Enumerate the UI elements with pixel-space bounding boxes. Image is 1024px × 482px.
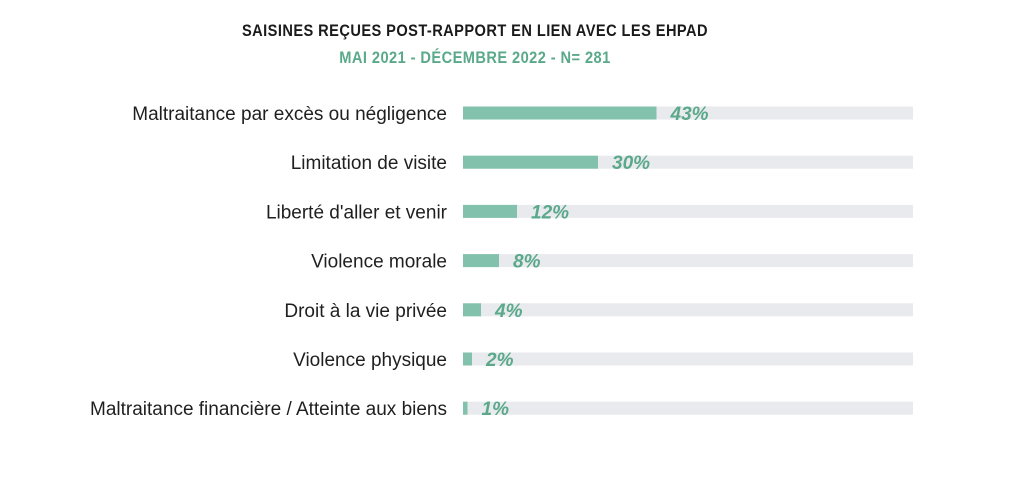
- data-label: 4%: [494, 301, 523, 322]
- bar-track: [463, 254, 913, 268]
- bar: [463, 106, 657, 120]
- data-label: 8%: [513, 252, 541, 273]
- data-label: 30%: [612, 153, 650, 174]
- bar-track: [463, 401, 913, 415]
- bar: [463, 155, 598, 169]
- data-label: 43%: [670, 104, 709, 125]
- category-label: Liberté d'aller et venir: [266, 202, 448, 223]
- bar: [463, 352, 472, 366]
- bar-track: [463, 352, 913, 366]
- data-label: 12%: [531, 202, 569, 223]
- category-label: Violence physique: [293, 350, 447, 371]
- data-label: 2%: [485, 350, 514, 371]
- data-label: 1%: [482, 399, 510, 420]
- category-label: Maltraitance financière / Atteinte aux b…: [90, 399, 447, 420]
- chart-title: SAISINES REÇUES POST-RAPPORT EN LIEN AVE…: [241, 21, 709, 40]
- category-label: Limitation de visite: [291, 153, 447, 174]
- category-label: Droit à la vie privée: [284, 301, 447, 322]
- chart-subtitle: MAI 2021 - DÉCEMBRE 2022 - N= 281: [339, 48, 611, 67]
- bar-track: [463, 204, 913, 218]
- category-label: Maltraitance par excès ou négligence: [132, 104, 447, 125]
- bar-track: [463, 303, 913, 317]
- bar: [463, 303, 481, 317]
- bar: [463, 401, 468, 415]
- bar: [463, 204, 517, 218]
- category-label: Violence morale: [311, 252, 447, 273]
- bar: [463, 254, 499, 268]
